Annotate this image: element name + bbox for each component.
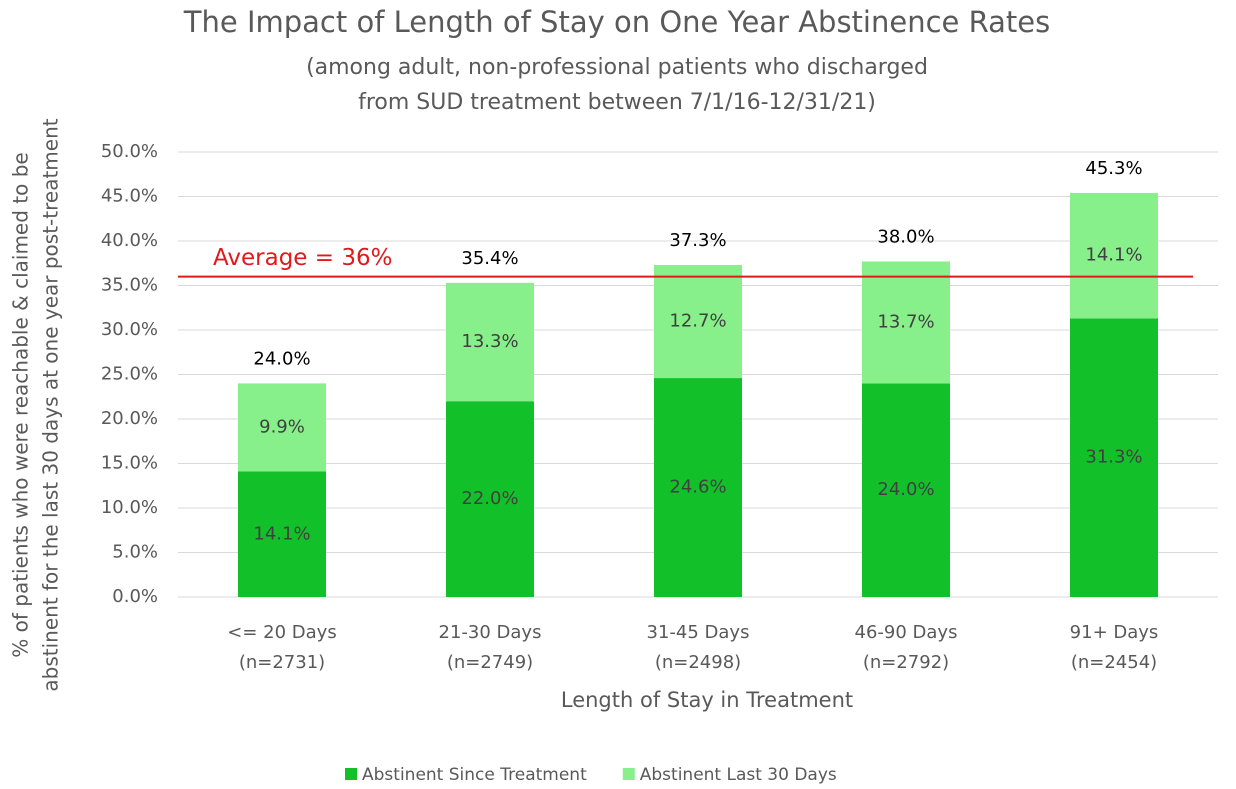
- legend-label: Abstinent Last 30 Days: [640, 765, 837, 785]
- data-label: 9.9%: [259, 416, 305, 437]
- data-label: 13.7%: [877, 311, 934, 332]
- legend-swatch: [345, 768, 357, 780]
- total-label: 24.0%: [253, 348, 310, 369]
- total-label: 35.4%: [461, 248, 518, 269]
- x-tick-label: 46-90 Days: [855, 622, 958, 643]
- average-label: Average = 36%: [213, 245, 392, 271]
- y-tick-label: 25.0%: [101, 364, 158, 385]
- legend-swatch: [622, 768, 635, 780]
- data-label: 14.1%: [253, 523, 310, 544]
- y-tick-label: 5.0%: [112, 542, 158, 563]
- bar-segment: [862, 383, 950, 597]
- total-label: 38.0%: [877, 226, 934, 247]
- bar-segment: [862, 261, 950, 384]
- data-label: 22.0%: [461, 488, 518, 509]
- x-tick-label: (n=2792): [863, 652, 949, 673]
- total-label: 37.3%: [669, 230, 726, 251]
- y-tick-label: 45.0%: [101, 186, 158, 207]
- y-axis-label: % of patients who were reachable & claim…: [9, 152, 33, 657]
- chart-title: The Impact of Length of Stay on One Year…: [183, 5, 1050, 39]
- x-tick-label: (n=2749): [447, 652, 533, 673]
- bar-segment: [446, 282, 534, 402]
- data-label: 13.3%: [461, 331, 518, 352]
- y-tick-label: 35.0%: [101, 275, 158, 296]
- y-tick-label: 40.0%: [101, 230, 158, 251]
- bar-segment: [238, 471, 326, 597]
- x-tick-label: (n=2454): [1071, 652, 1157, 673]
- bar-segment: [654, 378, 742, 597]
- data-label: 24.0%: [877, 479, 934, 500]
- bar-segment: [1070, 318, 1158, 597]
- chart-subtitle: from SUD treatment between 7/1/16-12/31/…: [358, 90, 876, 115]
- y-tick-label: 50.0%: [101, 141, 158, 162]
- x-tick-label: (n=2731): [239, 652, 325, 673]
- data-label: 12.7%: [669, 311, 726, 332]
- y-tick-label: 0.0%: [112, 586, 158, 607]
- chart-subtitle: (among adult, non-professional patients …: [306, 55, 928, 80]
- bar-segment: [1070, 192, 1158, 319]
- x-tick-label: <= 20 Days: [227, 622, 336, 643]
- y-tick-label: 30.0%: [101, 319, 158, 340]
- bar-segment: [238, 383, 326, 472]
- data-label: 14.1%: [1085, 245, 1142, 266]
- x-axis-label: Length of Stay in Treatment: [561, 688, 853, 712]
- data-label: 24.6%: [669, 477, 726, 498]
- x-tick-label: 31-45 Days: [647, 622, 750, 643]
- x-tick-label: 21-30 Days: [439, 622, 542, 643]
- x-tick-label: (n=2498): [655, 652, 741, 673]
- bar-segment: [446, 401, 534, 597]
- legend-label: Abstinent Since Treatment: [362, 765, 587, 785]
- y-tick-label: 10.0%: [101, 497, 158, 518]
- bar-segment: [654, 265, 742, 379]
- y-axis-label: abstinent for the last 30 days at one ye…: [39, 118, 63, 691]
- y-tick-label: 20.0%: [101, 408, 158, 429]
- y-tick-label: 15.0%: [101, 453, 158, 474]
- x-tick-label: 91+ Days: [1070, 622, 1159, 643]
- data-label: 31.3%: [1085, 447, 1142, 468]
- total-label: 45.3%: [1085, 158, 1142, 179]
